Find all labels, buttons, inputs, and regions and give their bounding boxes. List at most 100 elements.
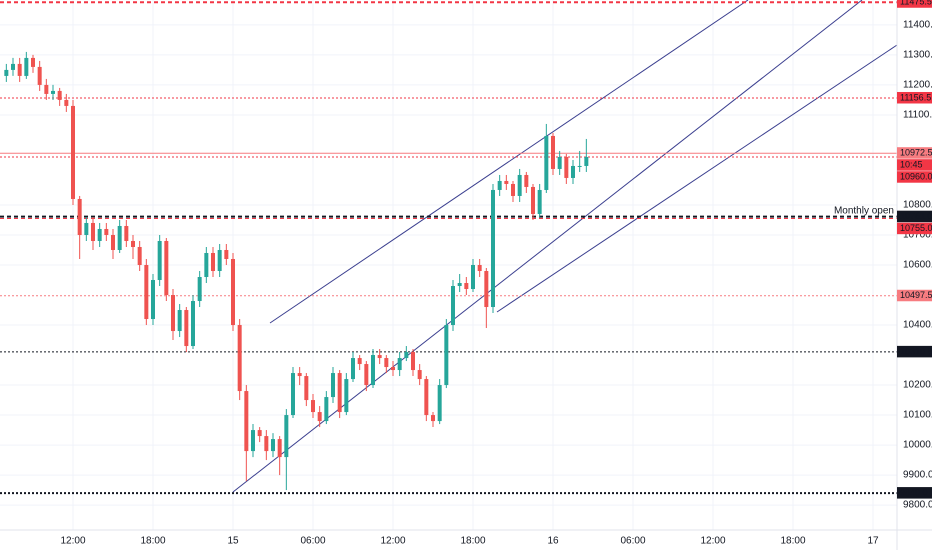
candle-body [104, 228, 109, 235]
candle-body [211, 252, 215, 272]
level-label: 10972.5 [900, 148, 932, 158]
levels: Monthly open [0, 1, 897, 495]
candle-body [431, 415, 435, 422]
candle-body [497, 180, 502, 190]
candle-body [91, 222, 95, 241]
candle-body [37, 66, 42, 85]
candle-body [197, 277, 202, 302]
candle-body [164, 240, 169, 296]
candle-body [51, 90, 55, 94]
level-label-box [897, 222, 932, 235]
candle-body [257, 430, 262, 437]
level-label: 10960.0 [900, 172, 932, 182]
candle-body [451, 286, 455, 326]
candle-body [237, 325, 242, 392]
y-tick-label: 11200.0 [903, 80, 932, 91]
level-label-box [897, 91, 932, 104]
candle-body [531, 186, 535, 214]
candle-body [77, 198, 82, 235]
candle-body [404, 352, 409, 359]
level-label: 9840.0 [900, 487, 928, 497]
level-label: 11156.5 [900, 92, 931, 102]
candle-body [297, 373, 302, 377]
candle-body [117, 225, 122, 250]
price-labels: 11475.5 11156.5 10972.5 10:45 10960.0 10761.0… [897, 0, 932, 499]
candle-body [471, 265, 475, 290]
candle-body [124, 225, 129, 241]
candle-body [384, 358, 389, 368]
y-tick-label: 10400.0 [903, 320, 932, 331]
x-tick-label: 12:00 [700, 536, 725, 547]
candle-body [157, 240, 162, 281]
candle-body [151, 280, 155, 320]
candle-body [584, 156, 589, 166]
candle-body [491, 189, 495, 308]
countdown: 10:45 [900, 160, 923, 170]
candle-body [544, 135, 549, 190]
candle-body [44, 84, 49, 94]
level-label-box [897, 345, 932, 358]
y-tick-label: 9800.0 [903, 500, 932, 511]
candle-body [84, 222, 89, 235]
candle-body [317, 412, 322, 422]
x-tick-label: 18:00 [460, 536, 485, 547]
candle-body [71, 105, 75, 199]
y-tick-label: 10700.0 [903, 230, 932, 241]
candle-body [204, 252, 209, 278]
candle-body [137, 246, 142, 265]
candle-body [291, 373, 295, 416]
candle-body [17, 63, 22, 76]
level-text: Monthly open [834, 205, 894, 216]
candle-body [224, 249, 229, 259]
candle-body [444, 325, 449, 386]
candle-body [144, 265, 149, 320]
candle-body [364, 364, 369, 386]
level-label-box [897, 289, 932, 302]
level-label-box [897, 147, 932, 159]
candle-body [517, 174, 522, 196]
candle-body [504, 180, 509, 184]
candle-body [171, 295, 175, 332]
candle-body [357, 358, 362, 365]
channel-line [269, 0, 749, 324]
y-tick-label: 10600.0 [903, 260, 932, 271]
candle-body [557, 156, 562, 169]
grid [0, 0, 897, 530]
level-label-box [897, 0, 932, 8]
candle-body [271, 439, 275, 452]
level-label: 10497.5 [900, 290, 932, 300]
candle-body [391, 367, 395, 371]
candle-body [377, 355, 382, 359]
candle-body [97, 228, 102, 241]
x-tick-label: 16 [547, 536, 559, 547]
candles [4, 51, 589, 491]
candle-body [111, 234, 115, 250]
candle-body [277, 439, 282, 458]
candle-body [217, 249, 222, 272]
x-tick-label: 06:00 [300, 536, 325, 547]
candle-body [11, 63, 15, 70]
axes: 9800.0 9900.0 10000.0 10100.0 10200.0 10400.0… [60, 20, 932, 547]
candle-body [457, 283, 462, 287]
candle-body [304, 376, 309, 401]
level-label-box [897, 487, 932, 499]
candle-body [244, 391, 249, 452]
candle-body [564, 156, 569, 178]
candle-body [351, 358, 355, 380]
candle-body [311, 400, 315, 413]
level-label: 10310.5 [900, 346, 932, 356]
candle-body [437, 385, 442, 422]
candle-body [511, 183, 515, 196]
candle-body [464, 283, 469, 290]
countdown-box [897, 159, 932, 171]
candle-body [397, 358, 402, 371]
x-tick-label: 17 [867, 536, 879, 547]
candle-body [424, 379, 429, 416]
x-tick-label: 15 [227, 536, 239, 547]
level-label: 10761.0 [900, 211, 932, 221]
x-tick-label: 12:00 [60, 536, 85, 547]
candle-body [24, 57, 29, 76]
candle-body [477, 265, 482, 272]
